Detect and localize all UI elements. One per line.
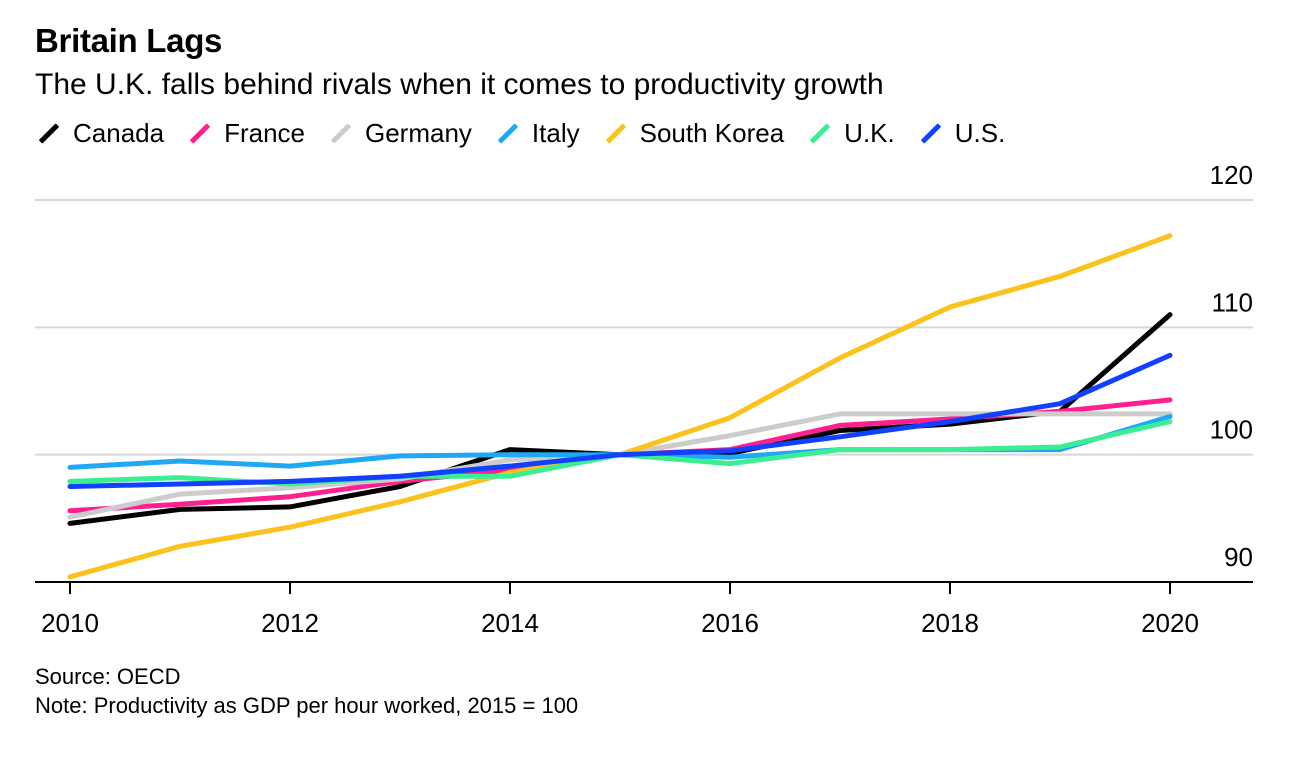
x-tick-label: 2016: [701, 608, 759, 638]
chart-footer: Source: OECD Note: Productivity as GDP p…: [35, 662, 578, 720]
y-tick-label: 90: [1224, 542, 1253, 572]
x-tick-label: 2020: [1141, 608, 1199, 638]
legend-label: U.K.: [844, 118, 895, 148]
chart-title: Britain Lags: [35, 22, 223, 59]
series-line-u-s: [67, 352, 1173, 489]
line-chart: 90 100 110 120 2010 2012 2014 2016 2018 2020: [35, 160, 1253, 638]
y-tick-label: 110: [1212, 287, 1253, 317]
legend-item-u-s: U.S.: [917, 118, 1006, 149]
note-text: Note: Productivity as GDP per hour worke…: [35, 693, 579, 718]
legend-label: U.S.: [954, 118, 1006, 148]
legend-item-u-k: U.K.: [806, 118, 895, 149]
y-tick-label: 100: [1210, 415, 1253, 445]
legend-item-france: France: [186, 118, 305, 149]
series-line-south-korea: [67, 233, 1173, 580]
x-tick-label: 2018: [921, 608, 979, 638]
gridlines: [35, 199, 1253, 456]
chart-subtitle: The U.K. falls behind rivals when it com…: [35, 68, 884, 101]
series-line-italy: [67, 414, 1173, 470]
legend-item-germany: Germany: [327, 118, 472, 149]
legend-label: Germany: [365, 118, 472, 148]
x-tick-label: 2012: [261, 608, 319, 638]
x-tick-label: 2010: [41, 608, 99, 638]
legend-label: France: [224, 118, 305, 148]
source-text: Source: OECD: [35, 664, 181, 689]
legend-item-canada: Canada: [35, 118, 164, 149]
legend-item-south-korea: South Korea: [602, 118, 785, 149]
x-tick-label: 2014: [481, 608, 539, 638]
legend-label: Italy: [531, 118, 580, 148]
legend-item-italy: Italy: [494, 118, 580, 149]
series-lines: [67, 233, 1173, 580]
x-axis: 2010 2012 2014 2016 2018 2020: [35, 581, 1253, 638]
chart-legend: Canada France Germany Italy South Korea U.K. U…: [35, 118, 1027, 149]
y-axis-labels: 90 100 110 120: [1210, 160, 1253, 572]
y-tick-label: 120: [1210, 160, 1253, 190]
legend-label: South Korea: [639, 118, 785, 148]
legend-label: Canada: [73, 118, 165, 148]
